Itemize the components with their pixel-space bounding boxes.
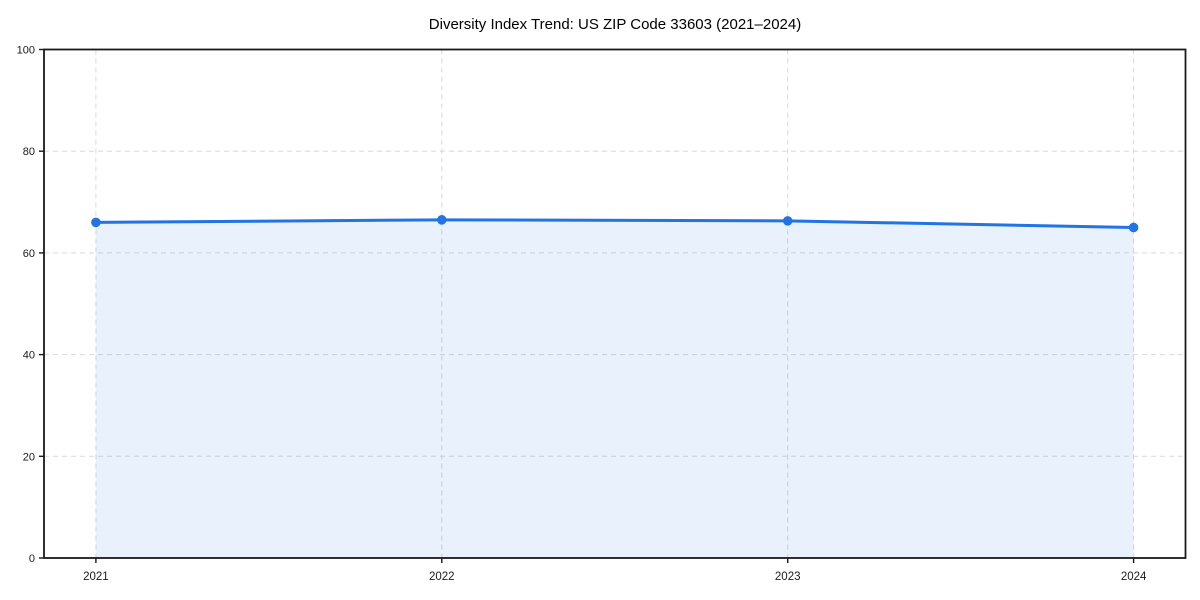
x-axis-tick-label: 2024 (1121, 571, 1147, 583)
trend-line (94, 218, 1136, 229)
y-axis-tick-label: 60 (23, 248, 35, 260)
y-axis-tick-label: 100 (17, 45, 35, 57)
data-point-2022 (436, 215, 447, 225)
x-axis-tick-label: 2022 (429, 571, 455, 583)
data-point-2024 (1128, 222, 1139, 233)
y-axis-tick-label: 20 (23, 451, 35, 463)
series-layer (91, 215, 1139, 558)
axes-layer: 0 20 40 60 80 100 2021 2022 2023 2024 (17, 45, 1187, 583)
chart-title: Diversity Index Trend: US ZIP Code 33603… (429, 16, 801, 33)
area-fill (95, 219, 1134, 558)
data-point-2023 (782, 216, 793, 226)
plot-border (43, 48, 1187, 559)
y-axis-tick-label: 0 (29, 553, 35, 565)
y-axis-tick-label: 40 (23, 350, 35, 362)
x-axis-tick-label: 2021 (83, 571, 109, 583)
y-axis-tick-label: 80 (23, 146, 35, 158)
x-axis-tick-label: 2023 (775, 571, 801, 583)
data-point-2021 (91, 217, 101, 228)
